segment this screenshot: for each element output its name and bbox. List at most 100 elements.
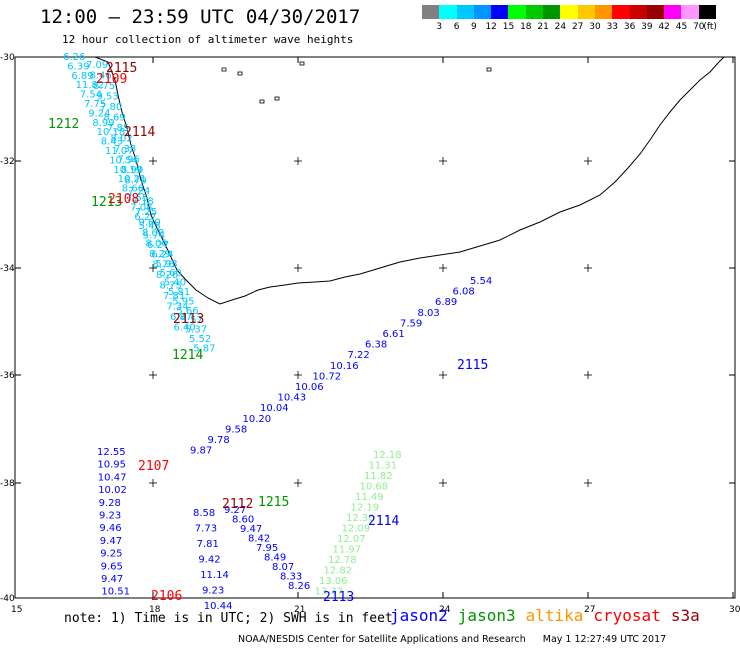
- swh-value: 13.06: [319, 576, 348, 587]
- swh-value: 8.75: [160, 281, 182, 292]
- island-shape: [487, 68, 491, 71]
- credit-time: May 1 12:27:49 UTC 2017: [543, 634, 666, 645]
- credit-org: NOAA/NESDIS Center for Satellite Applica…: [238, 634, 526, 645]
- pass-label: 2109: [96, 72, 127, 87]
- swh-value: 8.08: [142, 228, 164, 239]
- swh-value: 10.43: [278, 393, 307, 404]
- swh-value: 10.20: [243, 414, 272, 425]
- swh-value: 11.31: [369, 461, 398, 472]
- swh-value: 7.22: [348, 350, 370, 361]
- y-tick-label: -32: [0, 157, 15, 167]
- x-tick-label: 30: [729, 605, 740, 615]
- swh-value: 9.47: [101, 574, 123, 585]
- swh-value: 9.53: [97, 92, 119, 103]
- swh-value: 7.81: [197, 539, 219, 550]
- y-tick-label: -40: [0, 594, 15, 604]
- pass-label: 1212: [48, 117, 79, 132]
- swh-value: 12.07: [337, 534, 366, 545]
- swh-value: 10.47: [98, 472, 127, 483]
- island-shape: [260, 100, 264, 103]
- legend-entry: s3a: [671, 606, 700, 625]
- legend-entry: altika: [526, 606, 584, 625]
- swh-value: 12.82: [324, 566, 353, 577]
- coastline-path: [95, 57, 724, 304]
- pass-label: 2113: [173, 312, 204, 327]
- swh-value: 7.09: [86, 60, 108, 71]
- swh-value: 12.18: [373, 450, 402, 461]
- swh-value: 9.58: [225, 424, 247, 435]
- pass-label: 2114: [368, 514, 399, 529]
- swh-value: 11.49: [355, 492, 384, 503]
- pass-label: 1215: [258, 495, 289, 510]
- y-tick-label: -34: [0, 264, 15, 274]
- y-tick-label: -38: [0, 479, 15, 489]
- swh-value: 12.78: [328, 555, 357, 566]
- swh-value: 6.08: [453, 287, 475, 298]
- swh-value: 9.46: [99, 523, 121, 534]
- pass-label: 2108: [108, 192, 139, 207]
- swh-value: 9.60: [139, 218, 161, 229]
- swh-value: 8.26: [288, 581, 310, 592]
- swh-value: 6.38: [365, 340, 387, 351]
- swh-value: 7.25: [135, 207, 157, 218]
- legend-entry: cryosat: [593, 606, 660, 625]
- swh-value: 10.72: [313, 371, 342, 382]
- pass-label: 2107: [138, 459, 169, 474]
- island-shape: [300, 62, 304, 65]
- credit-line: NOAA/NESDIS Center for Satellite Applica…: [238, 634, 680, 645]
- island-shape: [275, 97, 279, 100]
- swh-value: 9.42: [198, 555, 220, 566]
- x-tick-label: 15: [11, 605, 22, 615]
- swh-value: 8.76: [153, 260, 175, 271]
- swh-value: 9.23: [99, 511, 121, 522]
- pass-label: 2115: [457, 358, 488, 373]
- swh-value: 7.33: [114, 144, 136, 155]
- swh-value: 12.09: [342, 524, 371, 535]
- swh-value: 11.82: [364, 471, 393, 482]
- swh-value: 7.73: [195, 524, 217, 535]
- swh-value: 8.06: [146, 239, 168, 250]
- swh-value: 8.29: [149, 249, 171, 260]
- swh-value: 6.61: [383, 329, 405, 340]
- swh-value: 8.58: [193, 508, 215, 519]
- pass-label: 2112: [222, 497, 253, 512]
- swh-value: 9.78: [208, 435, 230, 446]
- swh-value: 7.81: [163, 291, 185, 302]
- swh-value: 10.04: [260, 403, 289, 414]
- y-tick-label: -36: [0, 371, 15, 381]
- swh-value: 11.14: [200, 570, 229, 581]
- pass-label: 1214: [172, 348, 203, 363]
- footer-note: note: 1) Time is in UTC; 2) SWH is in fe…: [64, 611, 393, 626]
- swh-value: 9.47: [100, 536, 122, 547]
- pass-label: 2106: [151, 589, 182, 604]
- swh-value: 8.69: [104, 113, 126, 124]
- swh-value: 7.59: [400, 318, 422, 329]
- swh-value: 10.02: [98, 485, 127, 496]
- coastline: [95, 57, 724, 304]
- swh-value: 8.90: [121, 165, 143, 176]
- swh-value: 12.55: [97, 447, 126, 458]
- swh-value: 8.03: [418, 308, 440, 319]
- swh-value: 9.25: [100, 549, 122, 560]
- swh-value: 10.51: [101, 587, 130, 598]
- island-shape: [238, 72, 242, 75]
- swh-value: 6.89: [435, 297, 457, 308]
- swh-value: 8.26: [156, 270, 178, 281]
- swh-value: 9.28: [99, 498, 121, 509]
- swh-value: 9.23: [202, 586, 224, 597]
- y-tick-label: -30: [0, 53, 15, 63]
- swh-value: 8.79: [125, 176, 147, 187]
- pass-label: 2113: [323, 590, 354, 605]
- legend-entry: jason3: [458, 606, 516, 625]
- swh-value: 7.34: [167, 302, 189, 313]
- swh-value: 12.19: [351, 503, 380, 514]
- swh-value: 10.16: [330, 361, 359, 372]
- swh-value: 7.80: [100, 102, 122, 113]
- swh-value: 11.97: [333, 545, 362, 556]
- swh-value: 9.87: [190, 446, 212, 457]
- swh-value: 7.96: [118, 155, 140, 166]
- swh-value: 10.95: [97, 460, 126, 471]
- swh-value: 5.54: [470, 276, 492, 287]
- swh-value: 9.65: [101, 561, 123, 572]
